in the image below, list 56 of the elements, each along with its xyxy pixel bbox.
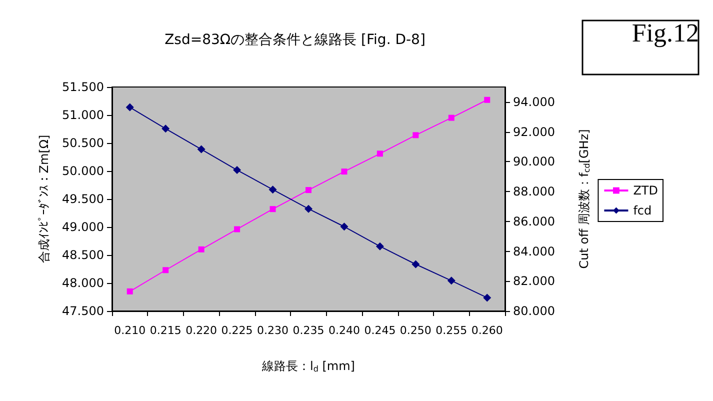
- x-tick-label: 0.235: [292, 324, 324, 337]
- y-tick-label: 49.000: [62, 220, 104, 234]
- y2-tick-label: 90.000: [513, 154, 555, 169]
- x-tick-label: 0.225: [221, 324, 253, 337]
- point: [483, 294, 492, 302]
- y2-tick-label: 80.000: [513, 304, 555, 318]
- y-tick-label: 49.500: [62, 192, 104, 206]
- point: [126, 288, 133, 294]
- point: [126, 103, 134, 112]
- chart-title: Zsd=83Ωの整合条件と線路長 [Fig. D-8]: [164, 32, 426, 48]
- caption: Fig.12: [632, 18, 700, 48]
- x-tick-label: 0.240: [328, 324, 360, 337]
- x-tick-label: 0.250: [400, 324, 432, 337]
- x-tick-label: 0.210: [114, 324, 146, 337]
- point: [268, 186, 277, 194]
- y-tick-label: 48.500: [62, 248, 104, 262]
- y2-axis-title: Cut off 周波数：fcd[GHz]: [577, 129, 592, 269]
- y-tick-label: 51.000: [62, 108, 104, 122]
- x-tick-label: 0.245: [364, 324, 396, 337]
- legend-label: ZTD: [633, 184, 658, 198]
- point: [484, 96, 490, 103]
- y-tick-label: 50.000: [62, 164, 104, 178]
- y2-tick-label: 84.000: [513, 244, 555, 258]
- point: [412, 260, 420, 268]
- y2-tick-label: 88.000: [513, 184, 555, 199]
- point: [376, 242, 384, 250]
- y2-tick-label: 92.000: [513, 124, 555, 139]
- y-tick-label: 50.500: [62, 136, 104, 150]
- point: [448, 114, 454, 121]
- y2-tick-label: 86.000: [513, 214, 555, 228]
- x-tick-label: 0.255: [436, 324, 468, 337]
- y2-tick-label: 82.000: [513, 274, 555, 288]
- point: [162, 267, 169, 274]
- point: [340, 222, 348, 231]
- point: [412, 132, 419, 138]
- point: [306, 187, 312, 194]
- y-tick-label: 51.500: [62, 80, 104, 94]
- y-axis-title: 合成ｲﾝﾋﾟｰﾀﾞﾝｽ：Zm[Ω]: [37, 134, 51, 264]
- y-tick-label: 47.500: [62, 304, 104, 318]
- point: [234, 226, 240, 232]
- point: [376, 150, 383, 157]
- point: [270, 206, 276, 212]
- point: [304, 204, 312, 213]
- point: [162, 124, 170, 133]
- y-tick-label: 48.000: [62, 276, 104, 290]
- x-tick-label: 0.260: [471, 324, 503, 337]
- x-tick-label: 0.215: [150, 324, 182, 337]
- x-tick-label: 0.220: [186, 324, 218, 337]
- x-tick-label: 0.230: [257, 324, 289, 337]
- point: [198, 246, 204, 252]
- legend-label: fcd: [633, 204, 652, 218]
- point: [341, 168, 348, 175]
- point: [233, 166, 242, 174]
- point: [197, 145, 206, 154]
- point: [447, 276, 456, 285]
- y2-tick-label: 94.000: [513, 94, 555, 109]
